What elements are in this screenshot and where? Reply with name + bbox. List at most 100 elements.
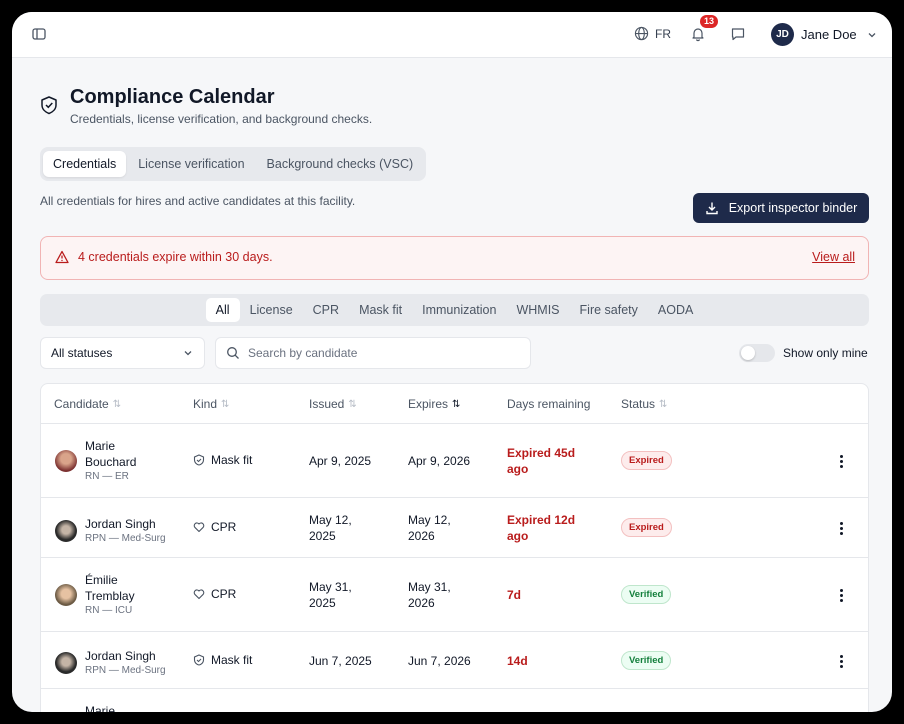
kind-filter-cpr[interactable]: CPR: [312, 303, 340, 317]
heart-icon: [193, 589, 205, 600]
column-header-expires[interactable]: Expires ⇅: [408, 397, 461, 411]
candidate-role: RN — ER: [85, 471, 129, 482]
tab-license-verification[interactable]: License verification: [138, 157, 245, 171]
days-remaining: 14d: [507, 654, 528, 668]
days-remaining: 7d: [507, 588, 522, 602]
table-header: Candidate ⇅ Kind ⇅ Issued ⇅ Expires ⇅ Days r…: [41, 384, 868, 424]
row-menu-icon[interactable]: [838, 655, 844, 668]
candidate-avatar: [55, 583, 77, 606]
candidate-name: Marie: [85, 704, 116, 712]
table-row[interactable]: Marie Bouchard RN — ER Mask fit Apr 9, 2…: [41, 424, 868, 498]
issued-date: Apr 9, 2025: [309, 454, 372, 468]
download-icon: [706, 202, 718, 215]
candidate-role: RPN — Med-Surg: [85, 665, 166, 676]
search-box: [215, 337, 531, 369]
sort-icon: ⇅: [452, 398, 461, 410]
candidate-role: RN — ICU: [85, 605, 133, 616]
expires-date: Apr 9, 2026: [408, 454, 471, 468]
column-header-issued[interactable]: Issued ⇅: [309, 397, 357, 411]
kind-filter-whmis[interactable]: WHMIS: [516, 303, 560, 317]
sort-icon: ⇅: [659, 398, 668, 410]
expires-date: May 12, 2026: [408, 513, 451, 543]
messages-button[interactable]: [730, 26, 746, 47]
kind-filter-immunization[interactable]: Immunization: [422, 303, 497, 317]
kind-cell: CPR: [193, 520, 236, 534]
kind-filter-mask-fit[interactable]: Mask fit: [359, 303, 403, 317]
status-badge: Verified: [621, 585, 672, 604]
page-title: Compliance Calendar: [70, 86, 275, 108]
section-tabs: Credentials License verification Backgro…: [40, 147, 427, 181]
language-switcher[interactable]: FR: [634, 26, 671, 41]
page-subtitle: Credentials, license verification, and b…: [70, 112, 373, 126]
row-menu-icon[interactable]: [838, 455, 844, 468]
sort-icon: ⇅: [221, 398, 230, 410]
credentials-table: Candidate ⇅ Kind ⇅ Issued ⇅ Expires ⇅ Days r…: [40, 383, 869, 712]
show-only-mine-toggle[interactable]: [739, 344, 775, 362]
row-menu-icon[interactable]: [838, 522, 844, 535]
notification-badge: 13: [700, 15, 719, 28]
candidate-name: Marie: [85, 439, 116, 453]
app-window: FR 13 JD Jane Doe Compliance Calendar Cr…: [12, 12, 892, 712]
tab-background-checks[interactable]: Background checks (VSC): [266, 157, 414, 171]
view-all-link[interactable]: View all: [812, 250, 855, 264]
kind-filter-all[interactable]: All: [205, 298, 240, 322]
show-only-mine: Show only mine: [739, 344, 868, 362]
column-header-candidate[interactable]: Candidate ⇅: [54, 397, 122, 411]
show-only-mine-label: Show only mine: [783, 346, 868, 360]
expires-date: Jun 7, 2026: [408, 654, 471, 668]
row-menu-icon[interactable]: [838, 589, 844, 602]
notifications-button[interactable]: [690, 26, 708, 44]
column-header-kind[interactable]: Kind ⇅: [193, 397, 230, 411]
language-label: FR: [655, 26, 671, 41]
export-inspector-binder-button[interactable]: Export inspector binder: [693, 193, 869, 223]
candidate-cell: Marie: [55, 703, 115, 712]
avatar: JD: [771, 23, 794, 46]
expires-date: May 31, 2026: [408, 580, 451, 610]
candidate-name: Émilie: [85, 573, 118, 587]
status-select[interactable]: All statuses: [40, 337, 205, 369]
kind-cell: Mask fit: [193, 453, 252, 467]
candidate-cell: Marie Bouchard RN — ER: [55, 438, 136, 483]
globe-icon: [634, 26, 649, 41]
shield-icon: [193, 654, 205, 666]
candidate-name: Jordan Singh: [85, 649, 156, 663]
table-row[interactable]: Jordan Singh RPN — Med-Surg CPR May 12, 2…: [41, 498, 868, 558]
issued-date: May 12, 2025: [309, 513, 352, 543]
shield-icon: [193, 454, 205, 466]
candidate-name-line-2: Tremblay: [85, 589, 135, 603]
chevron-down-icon: [868, 32, 876, 37]
section-description: All credentials for hires and active can…: [40, 194, 356, 208]
user-menu[interactable]: JD Jane Doe: [771, 23, 878, 46]
candidate-cell: Jordan Singh RPN — Med-Surg: [55, 516, 166, 545]
sort-icon: ⇅: [348, 398, 357, 410]
kind-cell: Mask fit: [193, 653, 252, 667]
heart-icon: [193, 522, 205, 533]
issued-date: May 31, 2025: [309, 580, 352, 610]
candidate-role: RPN — Med-Surg: [85, 533, 166, 544]
kind-cell: CPR: [193, 587, 236, 601]
kind-filter-tabs: All License CPR Mask fit Immunization WH…: [40, 294, 869, 326]
bell-icon: [692, 28, 704, 42]
tab-credentials[interactable]: Credentials: [43, 151, 127, 177]
status-select-value: All statuses: [51, 346, 113, 360]
table-row[interactable]: Émilie Tremblay RN — ICU CPR May 31, 2025…: [41, 558, 868, 632]
shield-check-icon: [41, 96, 57, 115]
candidate-cell: Jordan Singh RPN — Med-Surg: [55, 648, 166, 677]
search-input[interactable]: [248, 346, 508, 360]
column-header-status[interactable]: Status ⇅: [621, 397, 668, 411]
sort-icon: ⇅: [112, 398, 122, 410]
kind-filter-fire-safety[interactable]: Fire safety: [579, 303, 638, 317]
table-row[interactable]: Marie: [41, 689, 868, 712]
candidate-avatar: [55, 519, 77, 542]
kind-filter-license[interactable]: License: [249, 303, 293, 317]
warning-icon: [55, 250, 69, 264]
days-remaining: Expired 12d ago: [507, 513, 576, 543]
kind-filter-aoda[interactable]: AODA: [657, 303, 694, 317]
table-row[interactable]: Jordan Singh RPN — Med-Surg Mask fit Jun…: [41, 632, 868, 689]
chat-icon: [731, 28, 745, 41]
candidate-avatar: [55, 651, 77, 674]
sidebar-toggle-icon[interactable]: [32, 27, 46, 41]
status-badge: Expired: [621, 451, 672, 470]
candidate-avatar: [55, 449, 77, 472]
expiry-alert: 4 credentials expire within 30 days. Vie…: [40, 236, 869, 280]
